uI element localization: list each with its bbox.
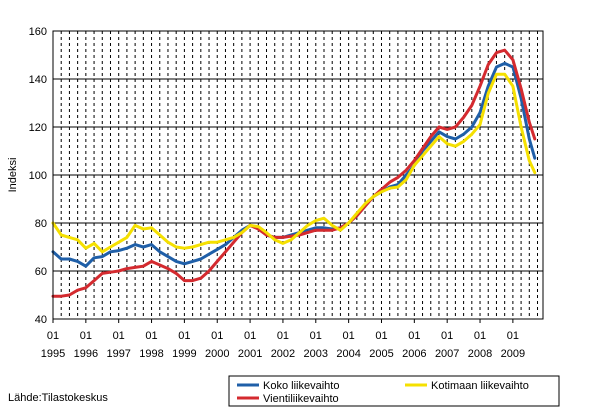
x-tick-label-month: 01 (47, 330, 59, 342)
x-tick-label-month: 01 (310, 330, 322, 342)
x-tick-label-year: 2003 (304, 348, 328, 360)
x-tick-label-year: 2002 (271, 348, 295, 360)
x-tick-label-year: 2008 (468, 348, 492, 360)
plot-frame (52, 30, 544, 320)
grid-layer (53, 30, 543, 320)
x-tick-label-month: 01 (211, 330, 223, 342)
x-tick-label-year: 2007 (435, 348, 459, 360)
x-tick-label-year: 1995 (41, 348, 65, 360)
legend-label-vienti: Vientiliikevaihto (263, 393, 339, 405)
x-tick-label-year: 1996 (74, 348, 98, 360)
x-tick-label-month: 01 (441, 330, 453, 342)
x-tick-label-month: 01 (343, 330, 355, 342)
y-axis-label: Indeksi (7, 158, 19, 193)
x-tick-label-month: 01 (178, 330, 190, 342)
x-tick-label-month: 01 (80, 330, 92, 342)
y-tick-label: 140 (29, 74, 47, 86)
legend-label-kotimaa: Kotimaan liikevaihto (431, 380, 529, 392)
x-tick-label-year: 2006 (402, 348, 426, 360)
x-tick-label-year: 1998 (139, 348, 163, 360)
x-tick-label-year: 2000 (205, 348, 229, 360)
legend-label-koko: Koko liikevaihto (263, 380, 339, 392)
source-label: Lähde:Tilastokeskus (8, 392, 108, 404)
legend: Koko liikevaihto Kotimaan liikevaihto Vien… (228, 375, 560, 407)
y-tick-label: 100 (29, 170, 47, 182)
x-tick-label-year: 2005 (369, 348, 393, 360)
y-tick-label: 160 (29, 26, 47, 38)
x-tick-label-month: 01 (474, 330, 486, 342)
x-tick-label-month: 01 (113, 330, 125, 342)
legend-box (228, 375, 560, 407)
x-tick-label-year: 1999 (172, 348, 196, 360)
x-tick-label-month: 01 (375, 330, 387, 342)
x-tick-label-month: 01 (244, 330, 256, 342)
x-tick-label-year: 2001 (238, 348, 262, 360)
axis-layer (52, 30, 544, 323)
series-line-koko (51, 61, 537, 268)
x-tick-label-year: 1997 (106, 348, 130, 360)
x-tick-label-month: 01 (277, 330, 289, 342)
y-tick-label: 40 (35, 314, 47, 326)
x-tick-label-year: 2004 (336, 348, 360, 360)
x-tick-label-month: 01 (408, 330, 420, 342)
x-tick-label-month: 01 (507, 330, 519, 342)
y-tick-label: 120 (29, 122, 47, 134)
tick-label-layer: 40 60 80 100 120 140 160 01 1995 01 1996 01 1997 01 19… (29, 26, 525, 360)
x-tick-label-month: 01 (145, 330, 157, 342)
series-line-kotimaa (51, 72, 537, 254)
x-tick-label-year: 2009 (501, 348, 525, 360)
y-tick-label: 60 (35, 266, 47, 278)
y-tick-label: 80 (35, 218, 47, 230)
series-layer (51, 48, 537, 298)
series-line-vienti (51, 48, 537, 298)
